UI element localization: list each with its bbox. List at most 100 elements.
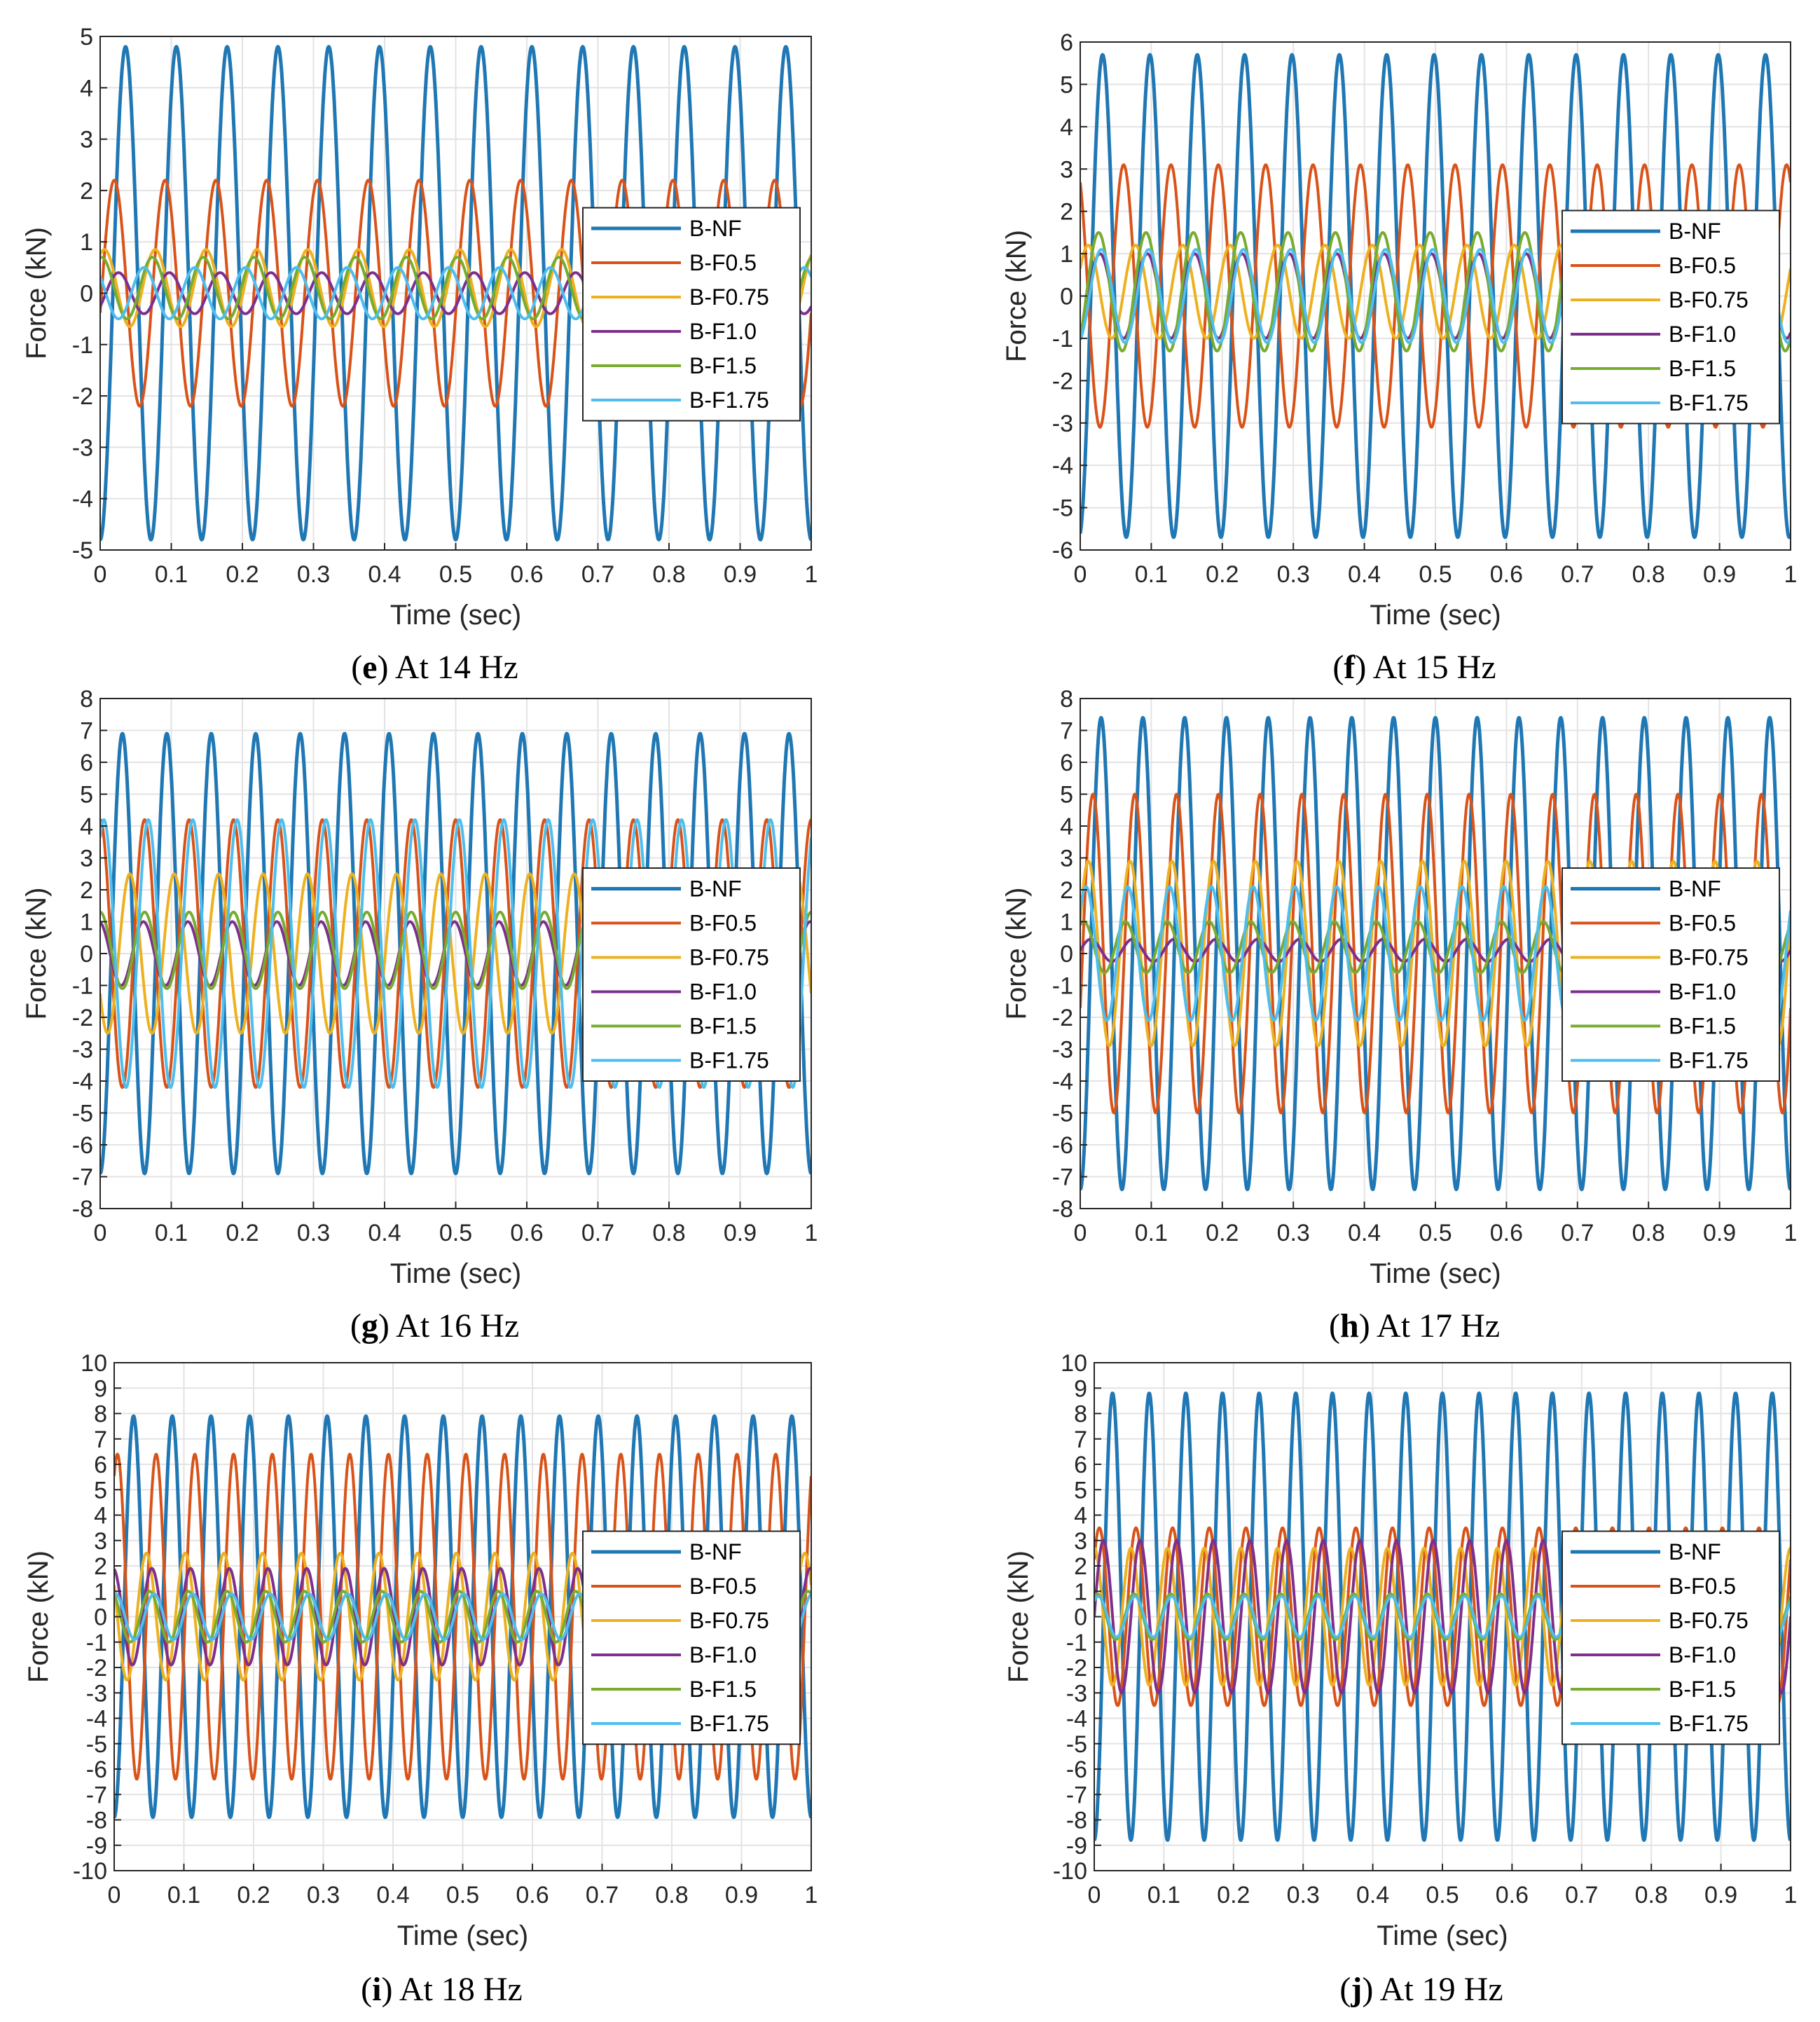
y-tick-label: 5 [80, 782, 93, 809]
caption-letter: e [362, 649, 377, 686]
legend: B-NF B-F0.5 B-F0.75 B-F1.0 B-F1.5 B-F1.75 [582, 207, 801, 422]
y-tick-label: -7 [1066, 1782, 1087, 1808]
caption-paren-close: ) [1362, 1971, 1379, 2008]
x-tick-label: 1 [805, 561, 818, 588]
y-tick-label: -5 [72, 1101, 93, 1127]
y-tick-label: 5 [94, 1477, 107, 1504]
x-tick-label: 1 [1784, 561, 1798, 588]
x-tick-label: 0.1 [1135, 1220, 1168, 1246]
legend-label: B-F1.75 [689, 387, 769, 413]
x-tick-label: 0.7 [586, 1882, 619, 1908]
legend-label: B-F0.75 [689, 1608, 769, 1633]
x-tick-label: 0.5 [1426, 1882, 1459, 1908]
ticks: 0 0.1 0.2 0.3 0.4 0.5 0.6 0.7 0.8 0.9 1-10-9-8-7-6… [73, 1350, 818, 1908]
y-tick-label: 0 [94, 1604, 107, 1631]
legend-label: B-F0.5 [689, 911, 757, 936]
caption-letter: i [372, 1971, 381, 2008]
y-tick-label: -6 [86, 1756, 107, 1783]
x-tick-label: 0.1 [155, 561, 188, 588]
x-tick-label: 0.3 [297, 1220, 330, 1246]
caption-text: At 19 Hz [1380, 1971, 1503, 2008]
legend-box [1562, 1530, 1780, 1745]
y-tick-label: -2 [72, 383, 93, 410]
x-tick-label: 0.4 [376, 1882, 409, 1908]
x-tick-label: 0.8 [652, 1220, 685, 1246]
legend-label: B-NF [689, 876, 742, 902]
y-tick-label: -5 [1052, 1101, 1073, 1127]
x-axis-label: Time (sec) [1370, 1258, 1501, 1289]
x-axis-label: Time (sec) [390, 600, 521, 631]
y-tick-label: -5 [86, 1731, 107, 1758]
y-tick-label: 2 [1060, 877, 1073, 904]
legend-label: B-F0.5 [689, 1574, 757, 1599]
x-tick-label: 0.4 [1356, 1882, 1389, 1908]
legend-box [582, 867, 801, 1082]
x-tick-label: 0.2 [226, 1220, 258, 1246]
y-tick-label: 2 [80, 178, 93, 205]
y-tick-label: 1 [80, 909, 93, 936]
x-tick-label: 0.4 [1348, 561, 1381, 588]
y-tick-label: 6 [1074, 1452, 1087, 1478]
panel-caption: (e) At 14 Hz [351, 649, 518, 686]
y-axis-label: Force (kN) [21, 888, 52, 1020]
legend-label: B-F0.5 [1669, 911, 1736, 936]
legend-label: B-F0.75 [1669, 945, 1749, 970]
x-tick-label: 0.9 [725, 1882, 758, 1908]
x-axis-label: Time (sec) [397, 1920, 528, 1951]
y-tick-label: -6 [1052, 1132, 1073, 1159]
x-tick-label: 0.1 [1135, 561, 1168, 588]
y-tick-label: -8 [86, 1808, 107, 1834]
x-tick-label: 0.9 [724, 1220, 757, 1246]
y-tick-label: 3 [94, 1528, 107, 1555]
series-line-b-f0-5 [1080, 792, 1791, 1115]
legend-box [582, 1530, 801, 1745]
y-tick-label: -3 [86, 1680, 107, 1707]
y-tick-label: -4 [1066, 1706, 1087, 1733]
caption-letter: g [361, 1307, 378, 1344]
y-tick-label: -8 [1052, 1196, 1073, 1223]
y-tick-label: 6 [1060, 29, 1073, 56]
y-tick-label: -6 [72, 1132, 93, 1159]
legend-label: B-F0.75 [689, 945, 769, 970]
y-tick-label: -10 [73, 1858, 107, 1885]
y-tick-label: 8 [94, 1401, 107, 1428]
legend-box [582, 207, 801, 422]
x-tick-label: 0.7 [1565, 1882, 1598, 1908]
x-tick-label: 0.8 [1632, 1220, 1665, 1246]
x-tick-label: 0.1 [155, 1220, 188, 1246]
x-tick-label: 0.6 [1496, 1882, 1529, 1908]
y-tick-label: -3 [1052, 411, 1073, 437]
y-tick-label: -2 [1066, 1655, 1087, 1681]
legend-label: B-F1.5 [1669, 1677, 1736, 1702]
x-tick-label: 0.2 [226, 561, 258, 588]
panel-i: 0 0.1 0.2 0.3 0.4 0.5 0.6 0.7 0.8 0.9 1-10-9-8-7-6… [23, 1350, 818, 2008]
ticks: 0 0.1 0.2 0.3 0.4 0.5 0.6 0.7 0.8 0.9 1 -5 -4 -3 -2 -1 0… [72, 24, 818, 588]
legend-label: B-F0.5 [1669, 1574, 1736, 1599]
legend-box [1562, 867, 1780, 1082]
y-tick-label: -2 [1052, 1005, 1073, 1031]
ticks: 0 0.1 0.2 0.3 0.4 0.5 0.6 0.7 0.8 0.9 1 -8 -7 -6 -5 -4 -… [1052, 686, 1798, 1246]
y-tick-label: 8 [1060, 686, 1073, 713]
y-tick-label: 4 [1060, 813, 1073, 840]
caption-paren-open: ( [350, 1307, 361, 1344]
caption-text: At 16 Hz [396, 1307, 519, 1344]
caption-paren-open: ( [1332, 649, 1344, 686]
legend-label: B-F1.0 [689, 979, 757, 1005]
y-tick-label: -10 [1053, 1858, 1087, 1885]
y-tick-label: -4 [86, 1706, 107, 1733]
legend: B-NF B-F0.5 B-F0.75 B-F1.0 B-F1.5 B-F1.75 [1562, 867, 1780, 1082]
x-tick-label: 1 [1784, 1882, 1798, 1908]
x-tick-label: 0.3 [307, 1882, 340, 1908]
legend-label: B-F1.0 [1669, 979, 1736, 1005]
y-tick-label: -1 [1066, 1630, 1087, 1656]
x-tick-label: 0.8 [1632, 561, 1665, 588]
y-tick-label: 2 [80, 877, 93, 904]
y-tick-label: -4 [1052, 453, 1073, 479]
x-tick-label: 0.4 [368, 1220, 401, 1246]
legend: B-NF B-F0.5 B-F0.75 B-F1.0 B-F1.5 B-F1.75 [582, 1530, 801, 1745]
panel-caption: (j) At 19 Hz [1339, 1971, 1503, 2008]
y-tick-label: -6 [1066, 1756, 1087, 1783]
x-tick-label: 0 [1074, 561, 1087, 588]
y-tick-label: 0 [1060, 284, 1073, 310]
y-tick-label: 0 [80, 941, 93, 968]
